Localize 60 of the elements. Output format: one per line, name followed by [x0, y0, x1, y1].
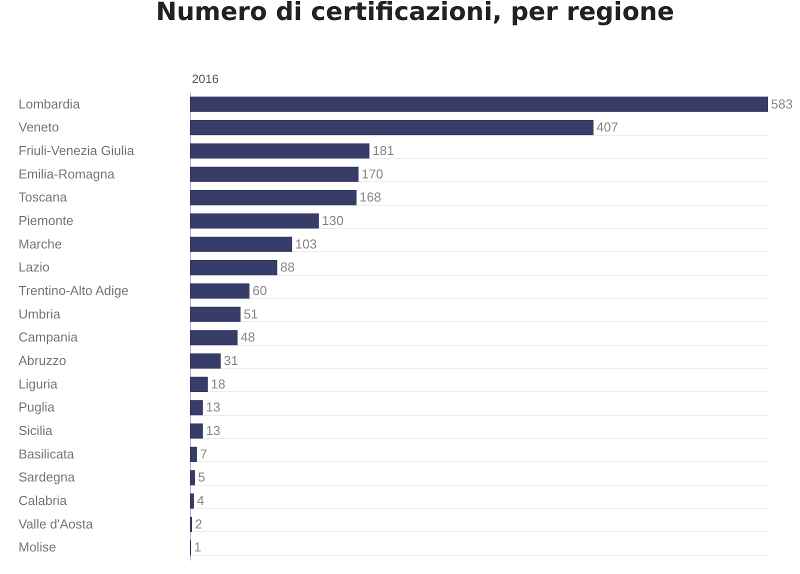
data-label: 13 [206, 400, 220, 415]
bar [190, 306, 241, 322]
data-label: 48 [240, 330, 256, 345]
y-tick-label: Friuli-Venezia Giulia [18, 142, 135, 158]
data-label: 7 [200, 446, 208, 462]
data-label: 1 [194, 540, 202, 555]
data-label: 5 [198, 470, 206, 485]
data-label: 4 [196, 493, 204, 508]
y-tick-label: Sicilia [18, 423, 54, 438]
y-tick-label: Lazio [18, 260, 50, 275]
data-label: 13 [206, 423, 220, 438]
bar [190, 166, 359, 182]
data-label: 181 [372, 142, 394, 158]
y-tick-label: Liguria [18, 376, 58, 392]
data-label: 31 [224, 353, 238, 368]
series-label: 2016 [192, 72, 220, 86]
bar [190, 446, 197, 462]
bar [190, 493, 194, 509]
data-label: 60 [252, 282, 267, 298]
bar [190, 236, 292, 252]
bar [190, 96, 768, 112]
y-tick-label: Toscana [18, 190, 68, 205]
data-label: 130 [322, 212, 344, 228]
y-tick-label: Umbria [18, 306, 62, 322]
bar [190, 400, 203, 416]
y-tick-label: Basilicata [18, 446, 75, 462]
data-label: 583 [771, 96, 793, 112]
bar [190, 423, 203, 439]
y-tick-label: Puglia [18, 400, 56, 415]
bar [190, 470, 195, 486]
bar [190, 353, 221, 369]
bar [190, 120, 594, 136]
chart-title: Numero di certificazioni, per regione [156, 0, 674, 26]
bar [190, 143, 370, 159]
data-label: 168 [360, 190, 382, 205]
y-tick-label: Marche [18, 236, 62, 252]
y-tick-label: Calabria [18, 493, 68, 508]
bar [190, 213, 319, 229]
y-tick-label: Lombardia [18, 96, 81, 112]
y-tick-label: Abruzzo [18, 353, 66, 368]
bar [190, 190, 357, 206]
data-label: 103 [295, 236, 317, 252]
y-tick-label: Piemonte [18, 212, 74, 228]
y-tick-label: Trentino-Alto Adige [18, 282, 129, 298]
y-tick-label: Emilia-Romagna [18, 166, 116, 182]
bar [190, 330, 238, 346]
y-tick-label: Veneto [18, 120, 59, 135]
y-tick-label: Sardegna [18, 470, 76, 485]
y-tick-label: Campania [18, 330, 79, 345]
data-label: 2 [194, 516, 202, 532]
bar [190, 283, 250, 299]
data-label: 170 [362, 166, 384, 182]
data-label: 18 [210, 376, 226, 392]
bar [190, 376, 208, 392]
data-label: 407 [596, 120, 618, 135]
y-tick-label: Molise [18, 540, 56, 555]
data-label: 88 [280, 260, 295, 275]
y-tick-label: Valle d'Aosta [18, 516, 94, 532]
data-label: 51 [244, 306, 258, 322]
bar [190, 260, 278, 276]
